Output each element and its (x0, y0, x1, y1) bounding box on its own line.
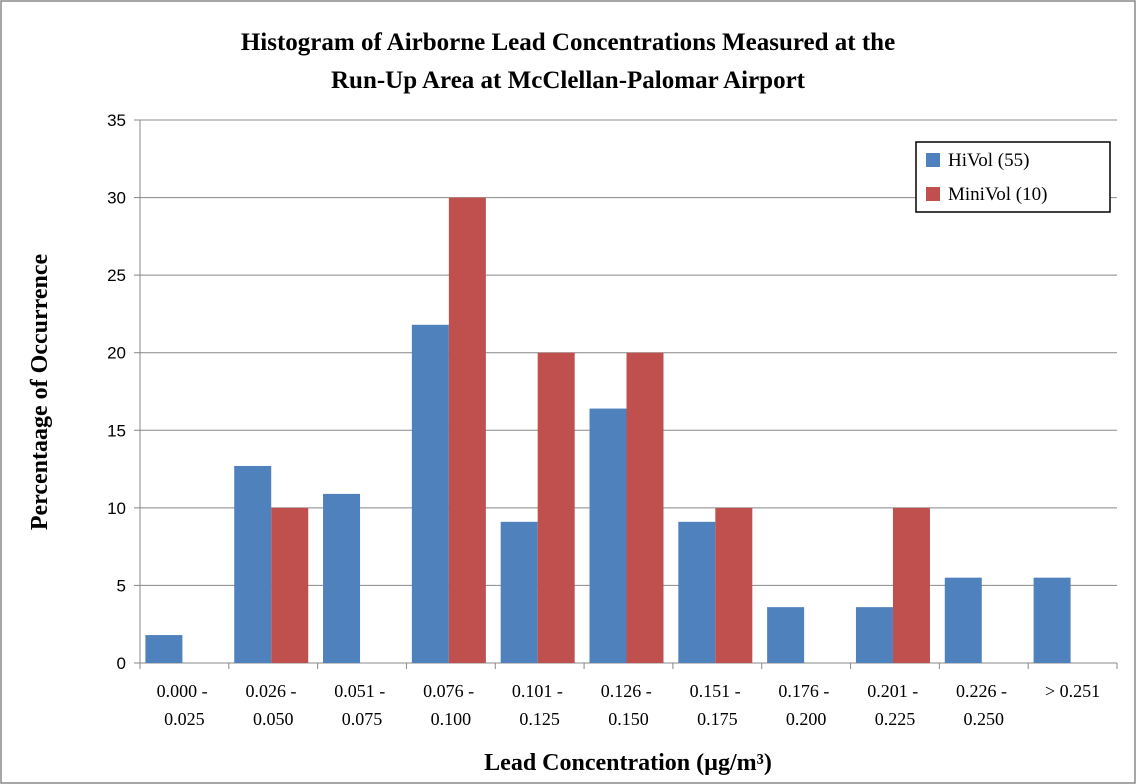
bar (448, 197, 486, 664)
x-tick-label-line: 0.176 - (778, 681, 834, 701)
y-tick-label: 5 (117, 576, 126, 595)
x-tick-label-line: 0.225 (875, 709, 916, 729)
x-tick-label: 0.051 - 0.075 (334, 681, 390, 729)
x-tick-label-line: 0.100 (431, 709, 472, 729)
y-tick-label: 0 (117, 654, 126, 673)
bar (892, 507, 930, 663)
x-tick-label-line: 0.050 (253, 709, 294, 729)
x-tick-label: 0.201 - 0.225 (867, 681, 923, 729)
bar (855, 607, 893, 663)
x-tick-label-line: 0.150 (608, 709, 649, 729)
bar (767, 607, 805, 663)
y-tick-label: 20 (107, 344, 126, 363)
bar (323, 493, 361, 663)
bar (1033, 577, 1071, 663)
x-tick-label-line: 0.201 - (867, 681, 923, 701)
x-tick-label-line: 0.025 (164, 709, 205, 729)
bar (678, 521, 716, 663)
x-tick-label-line: 0.075 (342, 709, 383, 729)
x-tick-label-line: 0.101 - (512, 681, 568, 701)
y-tick-label: 25 (107, 266, 126, 285)
bar (271, 507, 309, 663)
x-tick-label: 0.101 - 0.125 (512, 681, 568, 729)
x-tick-label: 0.151 - 0.175 (690, 681, 746, 729)
bar (589, 408, 627, 663)
x-tick-label-line: 0.151 - (690, 681, 746, 701)
bar (234, 465, 272, 663)
bar (500, 521, 538, 663)
legend-label: MiniVol (10) (948, 184, 1047, 205)
x-tick-label-line: 0.000 - (157, 681, 213, 701)
bar (944, 577, 982, 663)
x-tick-label: 0.076 - 0.100 (423, 681, 479, 729)
x-tick-label-line: 0.125 (519, 709, 560, 729)
bar (537, 352, 575, 663)
x-tick-label: 0.000 - 0.025 (157, 681, 213, 729)
chart-title: Run-Up Area at McClellan-Palomar Airport (331, 67, 806, 94)
y-axis-label: Percentaage of Occurrence (27, 254, 53, 531)
x-axis-label: Lead Concentration (µg/m³) (484, 750, 772, 776)
y-tick-label: 35 (107, 111, 126, 130)
x-tick-label-line: 0.126 - (601, 681, 657, 701)
y-tick-label: 10 (107, 499, 126, 518)
x-tick-label-line: 0.175 (697, 709, 738, 729)
legend-label: HiVol (55) (948, 150, 1029, 171)
bar (715, 507, 753, 663)
x-tick-label: 0.226 - 0.250 (956, 681, 1012, 729)
x-tick-label-line: 0.076 - (423, 681, 479, 701)
x-tick-label: 0.126 - 0.150 (601, 681, 657, 729)
y-tick-label: 15 (107, 421, 126, 440)
x-tick-label-line: 0.250 (964, 709, 1005, 729)
y-tick-label: 30 (107, 189, 126, 208)
x-tick-label: 0.176 - 0.200 (778, 681, 834, 729)
x-tick-label: 0.026 - 0.050 (245, 681, 301, 729)
bar (411, 324, 449, 663)
bar (145, 635, 183, 663)
bar (626, 352, 664, 663)
x-tick-label-line: 0.200 (786, 709, 827, 729)
legend-swatch (926, 187, 940, 201)
x-tick-label-line: 0.026 - (245, 681, 301, 701)
legend-swatch (926, 153, 940, 167)
chart-title: Histogram of Airborne Lead Concentration… (241, 29, 895, 56)
x-tick-label: > 0.251 (1045, 681, 1100, 701)
legend-box (915, 141, 1111, 213)
x-tick-label-line: 0.051 - (334, 681, 390, 701)
x-tick-label-line: 0.226 - (956, 681, 1012, 701)
